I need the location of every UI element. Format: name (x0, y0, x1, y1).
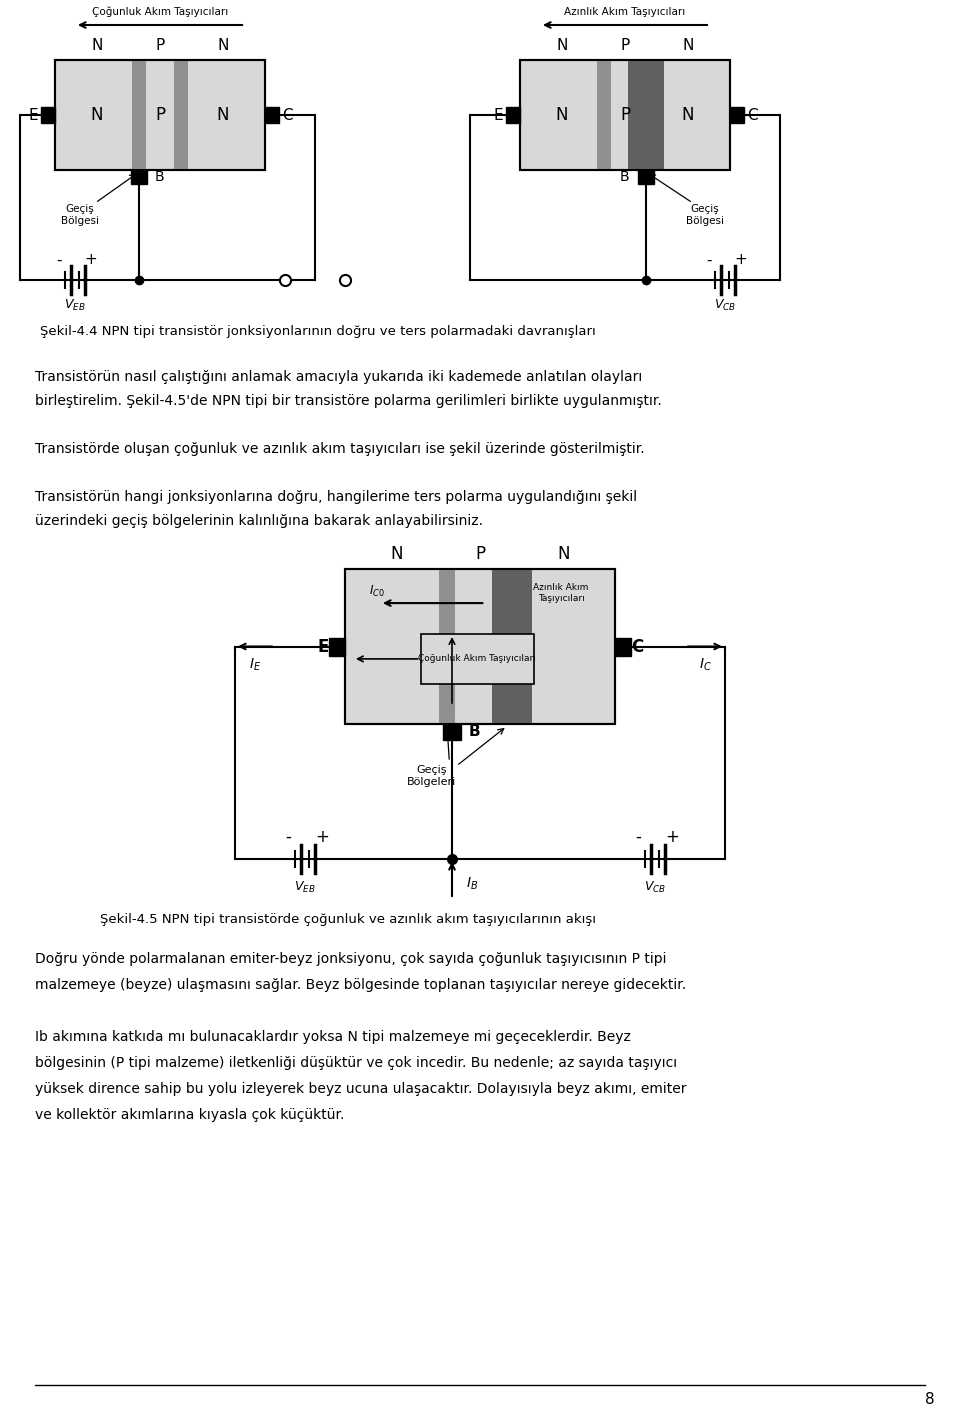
Text: C: C (631, 638, 643, 656)
Bar (506, 107, 520, 122)
Bar (174, 60, 188, 169)
Text: N: N (683, 37, 694, 53)
Text: Geçiş
Bölgesi: Geçiş Bölgesi (61, 203, 99, 226)
Text: Çoğunluk Akım Taşıyıcıları: Çoğunluk Akım Taşıyıcıları (92, 7, 228, 17)
Text: +: + (665, 828, 679, 847)
Text: N: N (556, 105, 568, 124)
Text: P: P (620, 105, 630, 124)
Text: $V_{EB}$: $V_{EB}$ (64, 297, 85, 313)
Text: P: P (155, 105, 165, 124)
Text: N: N (91, 37, 103, 53)
Bar (329, 638, 345, 656)
Text: B: B (155, 169, 164, 184)
Text: $V_{CB}$: $V_{CB}$ (714, 297, 736, 313)
Text: -: - (707, 252, 711, 268)
Text: Geçiş
Bölgesi: Geçiş Bölgesi (685, 203, 724, 226)
Text: $V_{EB}$: $V_{EB}$ (294, 879, 316, 895)
Text: B: B (619, 169, 629, 184)
Bar (55, 60, 265, 169)
Text: +: + (84, 252, 97, 268)
Text: E: E (318, 638, 328, 656)
Bar (132, 60, 146, 169)
Text: 8: 8 (925, 1393, 935, 1407)
Text: +: + (315, 828, 329, 847)
Text: N: N (682, 105, 694, 124)
Text: E: E (493, 108, 503, 122)
Text: N: N (556, 37, 567, 53)
Text: ve kollektör akımlarına kıyasla çok küçüktür.: ve kollektör akımlarına kıyasla çok küçü… (35, 1109, 345, 1121)
Text: Azınlık Akım
Taşıyıcıları: Azınlık Akım Taşıyıcıları (534, 583, 588, 603)
Text: N: N (390, 545, 402, 564)
Text: -: - (57, 252, 61, 268)
Text: malzemeye (beyze) ulaşmasını sağlar. Beyz bölgesinde toplanan taşıyıcılar nereye: malzemeye (beyze) ulaşmasını sağlar. Bey… (35, 978, 686, 992)
Text: üzerindeki geçiş bölgelerinin kalınlığına bakarak anlayabilirsiniz.: üzerindeki geçiş bölgelerinin kalınlığın… (35, 514, 483, 528)
Text: +: + (734, 252, 748, 268)
Text: Transistörün nasıl çalıştığını anlamak amacıyla yukarıda iki kademede anlatılan : Transistörün nasıl çalıştığını anlamak a… (35, 370, 642, 384)
Text: -: - (636, 828, 641, 847)
Text: Çoğunluk Akım Taşıyıcıları: Çoğunluk Akım Taşıyıcıları (419, 655, 537, 663)
Text: P: P (620, 37, 630, 53)
Text: yüksek dirence sahip bu yolu izleyerek beyz ucuna ulaşacaktır. Dolayısıyla beyz : yüksek dirence sahip bu yolu izleyerek b… (35, 1081, 686, 1096)
Text: P: P (156, 37, 164, 53)
Text: N: N (558, 545, 570, 564)
Bar (628, 60, 664, 169)
Bar (265, 107, 279, 122)
Text: Transistörde oluşan çoğunluk ve azınlık akım taşıyıcıları ise şekil üzerinde gös: Transistörde oluşan çoğunluk ve azınlık … (35, 443, 644, 455)
Text: Geçiş
Bölgeleri: Geçiş Bölgeleri (407, 766, 456, 787)
Bar (730, 107, 744, 122)
Text: P: P (475, 545, 485, 564)
Bar (615, 638, 631, 656)
Bar (41, 107, 55, 122)
Bar (345, 569, 615, 724)
Text: Şekil-4.5 NPN tipi transistörde çoğunluk ve azınlık akım taşıyıcılarının akışı: Şekil-4.5 NPN tipi transistörde çoğunluk… (100, 912, 596, 925)
Text: Ib akımına katkıda mı bulunacaklardır yoksa N tipi malzemeye mi geçeceklerdir. B: Ib akımına katkıda mı bulunacaklardır yo… (35, 1030, 631, 1044)
Text: $I_B$: $I_B$ (466, 875, 478, 892)
Bar (597, 60, 611, 169)
Text: $V_{CB}$: $V_{CB}$ (644, 879, 666, 895)
Text: birleştirelim. Şekil-4.5'de NPN tipi bir transistöre polarma gerilimleri birlikt: birleştirelim. Şekil-4.5'de NPN tipi bir… (35, 394, 661, 408)
Bar (492, 569, 532, 724)
Text: C: C (281, 108, 292, 122)
Bar (520, 60, 730, 169)
Bar (345, 569, 615, 724)
Bar (520, 60, 730, 169)
Text: E: E (28, 108, 37, 122)
Text: Transistörün hangi jonksiyonlarına doğru, hangilerime ters polarma uygulandığını: Transistörün hangi jonksiyonlarına doğru… (35, 490, 637, 504)
Text: N: N (217, 105, 229, 124)
Text: Azınlık Akım Taşıyıcıları: Azınlık Akım Taşıyıcıları (564, 7, 685, 17)
Bar (638, 169, 654, 184)
Text: N: N (91, 105, 104, 124)
Bar (55, 60, 265, 169)
Text: B: B (468, 724, 480, 740)
Bar (420, 635, 534, 683)
Bar (439, 569, 455, 724)
Text: $I_C$: $I_C$ (699, 656, 711, 673)
Bar (131, 169, 147, 184)
Text: Şekil-4.4 NPN tipi transistör jonksiyonlarının doğru ve ters polarmadaki davranı: Şekil-4.4 NPN tipi transistör jonksiyonl… (40, 326, 596, 339)
Bar (443, 724, 461, 740)
Text: $I_E$: $I_E$ (249, 656, 261, 673)
Text: N: N (217, 37, 228, 53)
Text: $I_{C0}$: $I_{C0}$ (369, 583, 385, 599)
Text: Doğru yönde polarmalanan emiter-beyz jonksiyonu, çok sayıda çoğunluk taşıyıcısın: Doğru yönde polarmalanan emiter-beyz jon… (35, 952, 666, 966)
Text: C: C (747, 108, 757, 122)
Text: -: - (285, 828, 291, 847)
Text: bölgesinin (P tipi malzeme) iletkenliği düşüktür ve çok incedir. Bu nedenle; az : bölgesinin (P tipi malzeme) iletkenliği … (35, 1056, 677, 1070)
